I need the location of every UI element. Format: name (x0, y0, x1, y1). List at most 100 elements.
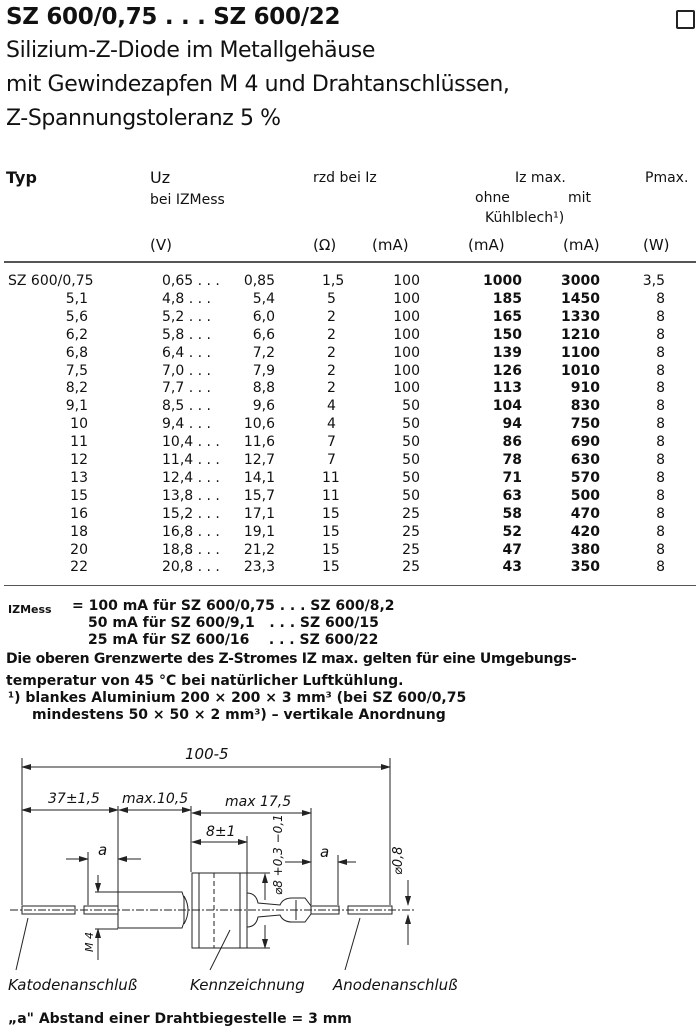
dim-a-left-label: a (98, 841, 107, 859)
cell-typ: 22 (70, 559, 88, 576)
cell-ohne: 150 (492, 326, 522, 343)
cell-iz: 25 (402, 559, 420, 576)
footnote-line-1: ¹) blankes Aluminium 200 × 200 × 3 mm³ (… (8, 690, 467, 706)
table-row: 12 11,4 . . . 12,7 7 50 78 630 8 (0, 452, 700, 470)
cell-p: 8 (656, 469, 665, 486)
cell-rzd: 2 (327, 344, 336, 361)
anode-bulge (246, 892, 312, 928)
cell-rzd: 15 (322, 541, 340, 558)
izmess-label: IZMess (8, 603, 52, 616)
cell-umax: 14,1 (243, 469, 275, 486)
cell-rzd: 11 (322, 469, 340, 486)
subtitle-line-3: Z-Spannungstoleranz 5 % (6, 106, 281, 131)
izmess-line-1: = 100 mA für SZ 600/0,75 . . . SZ 600/8,… (72, 598, 395, 614)
checkbox[interactable] (676, 10, 695, 29)
izmess-line-3: 25 mA für SZ 600/16 . . . SZ 600/22 (88, 632, 379, 648)
cell-mit: 750 (570, 416, 600, 433)
table-row: 5,6 5,2 . . . 6,0 2 100 165 1330 8 (0, 309, 700, 327)
cell-rzd: 15 (322, 559, 340, 576)
cathode-wire (21, 905, 76, 915)
cell-mit: 1450 (561, 290, 600, 307)
cell-ohne: 52 (502, 523, 522, 540)
dim-diameter-label: ⌀8 +0,3 −0,1 (271, 814, 285, 895)
cell-iz: 100 (393, 290, 420, 307)
cell-typ: 6,8 (65, 344, 88, 361)
cell-typ: 12 (70, 452, 88, 468)
cell-ohne: 165 (492, 308, 522, 325)
cell-umin: 7,7 . . . (162, 380, 211, 397)
cell-p: 8 (656, 505, 665, 522)
cell-typ: 10 (70, 416, 88, 433)
cell-p: 8 (656, 380, 665, 397)
anode-wire (347, 905, 393, 915)
cell-umax: 19,1 (243, 523, 275, 540)
cell-iz: 50 (402, 398, 420, 415)
table-row: 7,5 7,0 . . . 7,9 2 100 126 1010 8 (0, 363, 700, 381)
cell-ohne: 78 (502, 452, 522, 468)
cell-ohne: 94 (502, 416, 522, 433)
cell-mit: 830 (570, 398, 600, 415)
cell-mit: 470 (570, 505, 600, 522)
cell-ohne: 185 (492, 290, 522, 307)
cell-iz: 50 (402, 452, 420, 468)
cell-p: 8 (656, 416, 665, 433)
table-row: 5,1 4,8 . . . 5,4 5 100 185 1450 8 (0, 291, 700, 309)
cell-umax: 6,6 (252, 326, 275, 343)
cell-mit: 690 (570, 434, 600, 451)
cell-typ: 20 (70, 541, 88, 558)
diode-case (191, 872, 248, 949)
dim-wire-label: ⌀0,8 (391, 846, 406, 875)
cell-rzd: 2 (327, 380, 336, 397)
cell-umax: 5,4 (252, 290, 275, 307)
cell-iz: 100 (393, 380, 420, 397)
header-uz: Uz (150, 168, 171, 187)
dim-lead-label: 37±1,5 (48, 791, 100, 807)
cell-typ: 11 (70, 434, 88, 451)
header-rzd: rzd bei Iz (313, 170, 377, 186)
cell-umin: 4,8 . . . (162, 290, 211, 307)
cell-mit: 1330 (561, 308, 600, 325)
cell-rzd: 2 (327, 308, 336, 325)
cell-ohne: 113 (492, 380, 522, 397)
thread-stud (117, 891, 185, 929)
label-marking: Kennzeichnung (190, 976, 305, 994)
cell-mit: 3000 (561, 273, 600, 289)
cell-mit: 420 (570, 523, 600, 540)
table-row: 15 13,8 . . . 15,7 11 50 63 500 8 (0, 488, 700, 506)
cell-umin: 0,65 . . . (162, 273, 220, 289)
cell-typ: SZ 600/0,75 (8, 273, 94, 289)
footnote-line-2: mindestens 50 × 50 × 2 mm³) – vertikale … (32, 707, 446, 723)
cell-umax: 8,8 (252, 380, 275, 397)
cell-umax: 17,1 (243, 505, 275, 522)
cell-iz: 100 (393, 326, 420, 343)
cell-p: 8 (656, 487, 665, 504)
cell-umin: 8,5 . . . (162, 398, 211, 415)
caption-a-distance: „a" Abstand einer Drahtbiegestelle = 3 m… (8, 1011, 352, 1027)
cell-ohne: 71 (502, 469, 522, 486)
izmess-line-2: 50 mA für SZ 600/9,1 . . . SZ 600/15 (88, 615, 379, 631)
cell-iz: 25 (402, 523, 420, 540)
cell-iz: 25 (402, 541, 420, 558)
unit-ma-ohne: (mA) (468, 236, 505, 254)
label-cathode: Katodenanschluß (8, 976, 137, 994)
cell-umin: 5,2 . . . (162, 308, 211, 325)
cell-ohne: 47 (502, 541, 522, 558)
cell-iz: 50 (402, 434, 420, 451)
unit-ohm: (Ω) (313, 236, 337, 254)
header-ohne: ohne (475, 190, 510, 206)
table-row: 9,1 8,5 . . . 9,6 4 50 104 830 8 (0, 398, 700, 416)
cell-ohne: 104 (492, 398, 522, 415)
table-rule-top (4, 261, 696, 263)
cell-iz: 100 (393, 273, 420, 289)
header-pmax: Pmax. (645, 170, 689, 186)
cell-umax: 21,2 (243, 541, 275, 558)
unit-v: (V) (150, 236, 172, 254)
cell-mit: 350 (570, 559, 600, 576)
cell-umax: 0,85 (243, 273, 275, 289)
cell-typ: 15 (70, 487, 88, 504)
cell-umax: 11,6 (243, 434, 275, 451)
header-uz-sub: bei IZMess (150, 192, 225, 208)
table-row: 20 18,8 . . . 21,2 15 25 47 380 8 (0, 542, 700, 560)
header-mit: mit (568, 190, 592, 206)
cell-umax: 23,3 (243, 559, 275, 576)
